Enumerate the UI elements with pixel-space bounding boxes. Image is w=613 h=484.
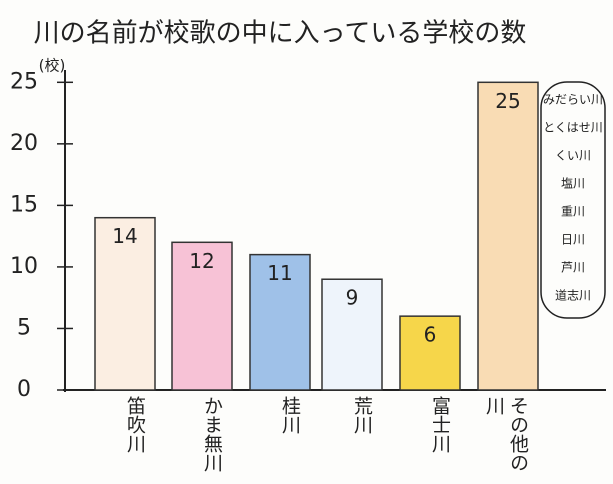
x-tick-label: 笛吹川 [124,396,146,453]
y-axis-label: (校) [39,57,66,75]
x-tick-label: 桂川 [279,396,301,434]
annotation: 重川 [561,205,585,219]
y-tick-label: 20 [10,131,38,156]
data-label: 6 [424,323,437,347]
bar [399,315,461,391]
x-tick-label: かま無川 [201,396,223,472]
annotation: 芦川 [561,261,585,275]
annotation: みだらい川 [543,93,603,107]
y-tick-label: 10 [10,254,38,279]
data-label: 12 [189,249,214,273]
y-tick-label: 15 [10,192,38,217]
annotation-box [540,81,606,319]
data-label: 11 [267,261,292,285]
annotation: くい川 [555,149,591,163]
data-label: 25 [495,89,520,113]
data-label: 9 [346,286,359,310]
bar [321,278,383,391]
y-tick-label: 25 [10,69,38,94]
annotation: とくはせ川 [543,121,603,135]
bar [171,241,233,391]
x-tick-label: 荒川 [351,396,373,434]
bar [249,253,311,391]
bar [477,81,539,391]
annotation: 日川 [561,233,585,247]
x-tick-label: その他の川 [483,396,529,472]
bar [94,216,156,391]
annotation: 道志川 [555,289,591,303]
x-tick-label: 富士川 [429,396,451,453]
chart-title: 川の名前が校歌の中に入っている学校の数 [34,19,527,49]
y-tick-label: 0 [17,377,31,402]
y-tick-label: 5 [17,315,31,340]
annotation: 塩川 [561,176,585,191]
data-label: 14 [112,224,137,248]
